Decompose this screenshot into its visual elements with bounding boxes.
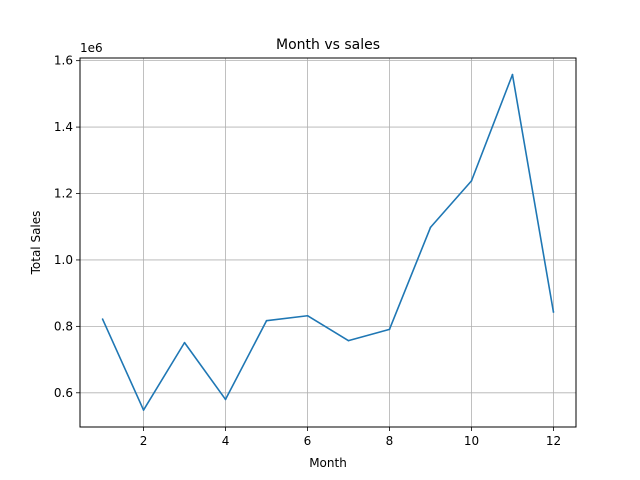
y-axis-label: Total Sales xyxy=(29,211,43,276)
x-axis-ticks: 2 4 6 8 10 12 xyxy=(140,427,561,448)
x-tick-label: 4 xyxy=(222,434,230,448)
y-tick-label: 0.6 xyxy=(54,386,73,400)
data-point xyxy=(224,398,227,401)
data-point xyxy=(552,311,555,313)
data-point xyxy=(470,180,473,182)
data-point xyxy=(388,328,391,331)
x-axis-label: Month xyxy=(309,456,347,470)
y-tick-label: 0.8 xyxy=(54,319,73,333)
x-tick-label: 2 xyxy=(140,434,148,448)
x-tick-label: 6 xyxy=(304,434,312,448)
data-point xyxy=(429,226,432,229)
data-point xyxy=(347,339,350,342)
y-tick-label: 1.0 xyxy=(54,253,73,267)
data-point xyxy=(142,409,145,411)
y-axis-ticks: 0.6 0.8 1.0 1.2 1.4 1.6 xyxy=(54,54,80,400)
grid xyxy=(80,58,576,427)
y-tick-label: 1.4 xyxy=(54,120,73,134)
y-tick-label: 1.6 xyxy=(54,54,73,68)
x-tick-label: 12 xyxy=(546,434,561,448)
data-point xyxy=(265,319,268,322)
y-tick-label: 1.2 xyxy=(54,187,73,201)
data-point xyxy=(183,341,186,344)
data-point xyxy=(306,314,309,317)
chart-title: Month vs sales xyxy=(276,37,380,53)
axes-frame xyxy=(79,57,577,428)
data-point xyxy=(511,73,514,76)
series-layer xyxy=(101,73,555,411)
x-tick-label: 8 xyxy=(386,434,394,448)
y-axis-offset-label: 1e6 xyxy=(80,41,103,55)
x-tick-label: 10 xyxy=(464,434,479,448)
series-line-0 xyxy=(101,73,555,411)
data-point xyxy=(101,318,104,320)
